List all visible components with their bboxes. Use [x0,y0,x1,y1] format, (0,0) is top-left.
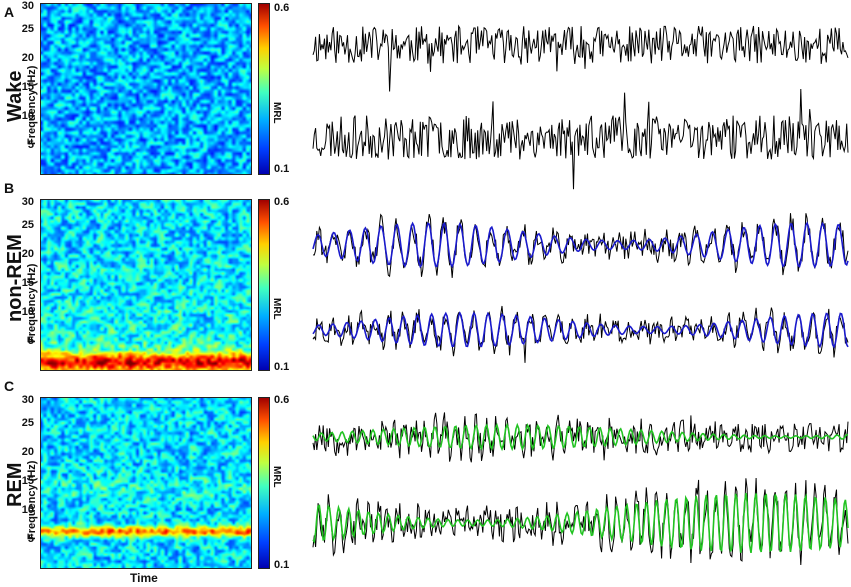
colorbar-a [258,3,270,175]
colorbar-max-c: 0.6 [274,394,290,406]
colorbar-label-a: MRL [271,102,282,124]
lfp-trace-non-rem-2 [312,305,849,363]
colorbar-label-c: MRL [271,466,282,488]
raw-lfp-line [312,24,849,92]
raw-lfp-line [312,88,849,190]
lfp-trace-wake-1 [312,24,849,92]
panel-letter-c: C [4,378,15,394]
y-axis-label-b: Frequency (Hz) [26,263,38,343]
colorbar-min-b: 0.1 [274,361,290,373]
colorbar-b [258,199,270,371]
colorbar-min-a: 0.1 [274,163,290,175]
mrl-heatmap-non-rem [40,199,252,371]
mrl-heatmap-rem [40,397,252,569]
filtered-oscillation-line [312,492,849,554]
mrl-heatmap-wake [40,3,252,175]
lfp-trace-rem-1 [312,412,849,463]
panel-letter-b: B [4,180,15,196]
filtered-oscillation-line [312,422,848,452]
filtered-oscillation-line [312,311,849,349]
colorbar-label-b: MRL [271,298,282,320]
y-axis-label-c: Frequency (Hz) [26,460,38,540]
colorbar-max-b: 0.6 [274,196,290,208]
filtered-oscillation-line [312,221,849,269]
lfp-trace-wake-2 [312,88,849,190]
colorbar-min-c: 0.1 [274,559,290,571]
colorbar-max-a: 0.6 [274,2,290,14]
lfp-trace-non-rem-1 [312,213,849,278]
panel-letter-a: A [4,4,15,20]
y-axis-label-a: Frequency (Hz) [26,65,38,145]
x-axis-label: Time [130,571,158,585]
lfp-trace-rem-2 [312,477,849,566]
colorbar-c [258,397,270,569]
